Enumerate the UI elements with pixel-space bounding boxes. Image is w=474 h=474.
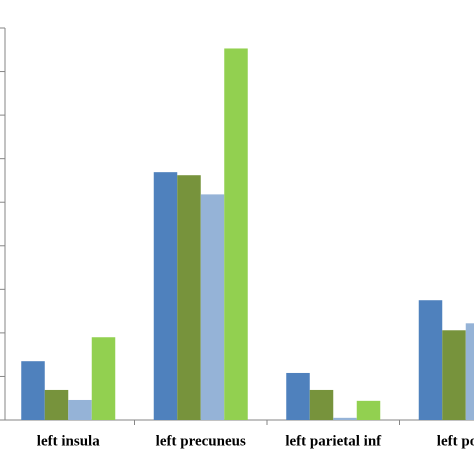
x-tick-label: left precuneus (156, 433, 246, 449)
bar (356, 400, 381, 420)
x-tick-label: left postc (437, 433, 474, 449)
bar (442, 330, 466, 420)
bar (465, 323, 474, 420)
bar (309, 389, 334, 420)
bar (44, 389, 69, 420)
bar (200, 194, 225, 420)
bar (68, 399, 92, 420)
bar (21, 361, 45, 420)
bar (224, 48, 248, 421)
x-tick-label: left insula (37, 433, 100, 449)
bar (91, 337, 116, 420)
x-tick-label: left parietal inf (285, 433, 382, 449)
bar (418, 300, 443, 420)
bar (153, 172, 178, 420)
bar (177, 175, 201, 420)
bar (286, 372, 310, 420)
bar (333, 417, 357, 420)
